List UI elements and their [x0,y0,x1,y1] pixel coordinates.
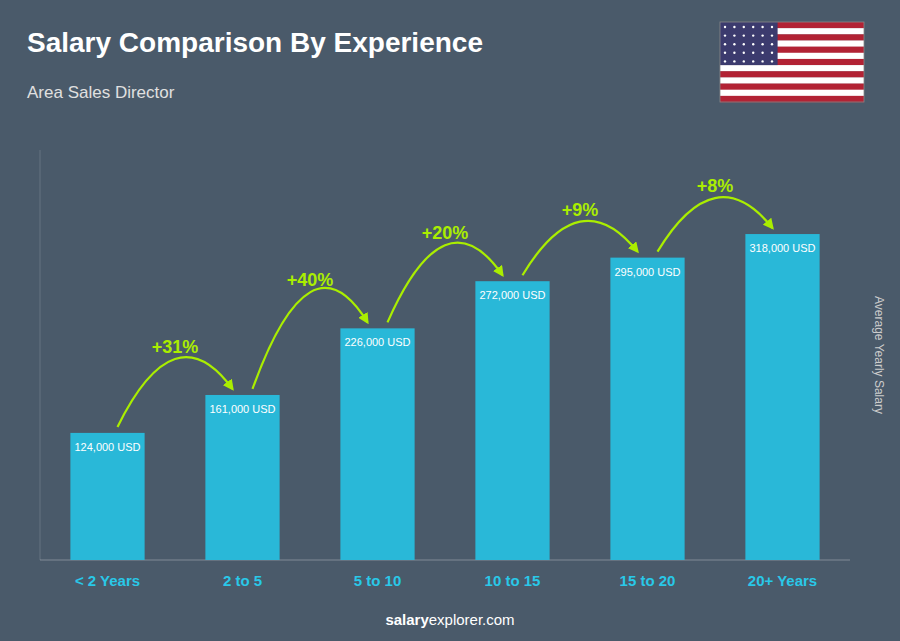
bar [475,281,549,560]
y-axis-line [40,150,41,560]
bar [70,433,144,560]
subtitle: Area Sales Director [27,83,175,102]
data-label: 272,000 USD [479,289,545,301]
flag [720,22,864,102]
flag-star [752,34,754,36]
flag-star [761,60,763,62]
flag-star [733,43,735,45]
flag-border [720,22,864,102]
flag-star [752,52,754,54]
flag-star [733,52,735,54]
flag-stripe [720,71,864,77]
footer-part: salary [385,611,429,628]
change-annotations: +31% +40% +20% +9% +8% [118,176,773,427]
flag-star [743,52,745,54]
bar [745,234,819,560]
flag-stripe [720,65,864,71]
flag-star [761,43,763,45]
bar [610,258,684,560]
flag-star [724,26,726,28]
flag-star [743,60,745,62]
change-arrow [658,197,773,251]
x-tick-label: 10 to 15 [485,572,541,589]
y-axis-label: Average Yearly Salary [872,296,886,414]
flag-star [743,26,745,28]
x-tick-label: 15 to 20 [620,572,676,589]
flag-stripe [720,84,864,90]
x-tick-label: 20+ Years [748,572,817,589]
flag-star [771,34,773,36]
change-label: +8% [697,176,734,196]
flag-star [743,43,745,45]
footer-part: explorer.com [429,611,515,628]
bars [70,234,819,560]
flag-star [761,52,763,54]
data-label: 124,000 USD [74,441,140,453]
data-label: 318,000 USD [749,242,815,254]
flag-star [724,34,726,36]
x-tick-label: < 2 Years [75,572,140,589]
background [0,0,900,641]
change-arrow [388,243,503,323]
flag-star [771,26,773,28]
flag-star [761,34,763,36]
flag-star [724,43,726,45]
flag-stripe [720,77,864,83]
change-label: +31% [152,337,199,357]
data-label: 161,000 USD [209,403,275,415]
flag-star [733,60,735,62]
change-label: +9% [562,200,599,220]
x-tick-label: 2 to 5 [223,572,262,589]
change-label: +40% [287,270,334,290]
footer: salaryexplorer.com [385,611,514,628]
flag-star [724,52,726,54]
flag-star [771,52,773,54]
bar [205,395,279,560]
change-arrow [523,221,638,275]
data-label: 295,000 USD [614,266,680,278]
flag-star [752,43,754,45]
chart: Salary Comparison By Experience Area Sale… [0,0,900,641]
flag-star [733,34,735,36]
x-tick-label: 5 to 10 [354,572,402,589]
flag-stripe [720,96,864,102]
flag-star [771,60,773,62]
flag-star [733,26,735,28]
data-label: 226,000 USD [344,336,410,348]
change-arrow [118,357,233,427]
flag-star [743,34,745,36]
change-arrow [253,288,368,389]
flag-star [771,43,773,45]
change-label: +20% [422,223,469,243]
flag-star [761,26,763,28]
flag-stripe [720,90,864,96]
title: Salary Comparison By Experience [27,27,483,58]
flag-canton [720,22,778,65]
bar [340,328,414,560]
x-axis-line [40,560,850,561]
flag-star [752,60,754,62]
flag-star [752,26,754,28]
flag-star [724,60,726,62]
